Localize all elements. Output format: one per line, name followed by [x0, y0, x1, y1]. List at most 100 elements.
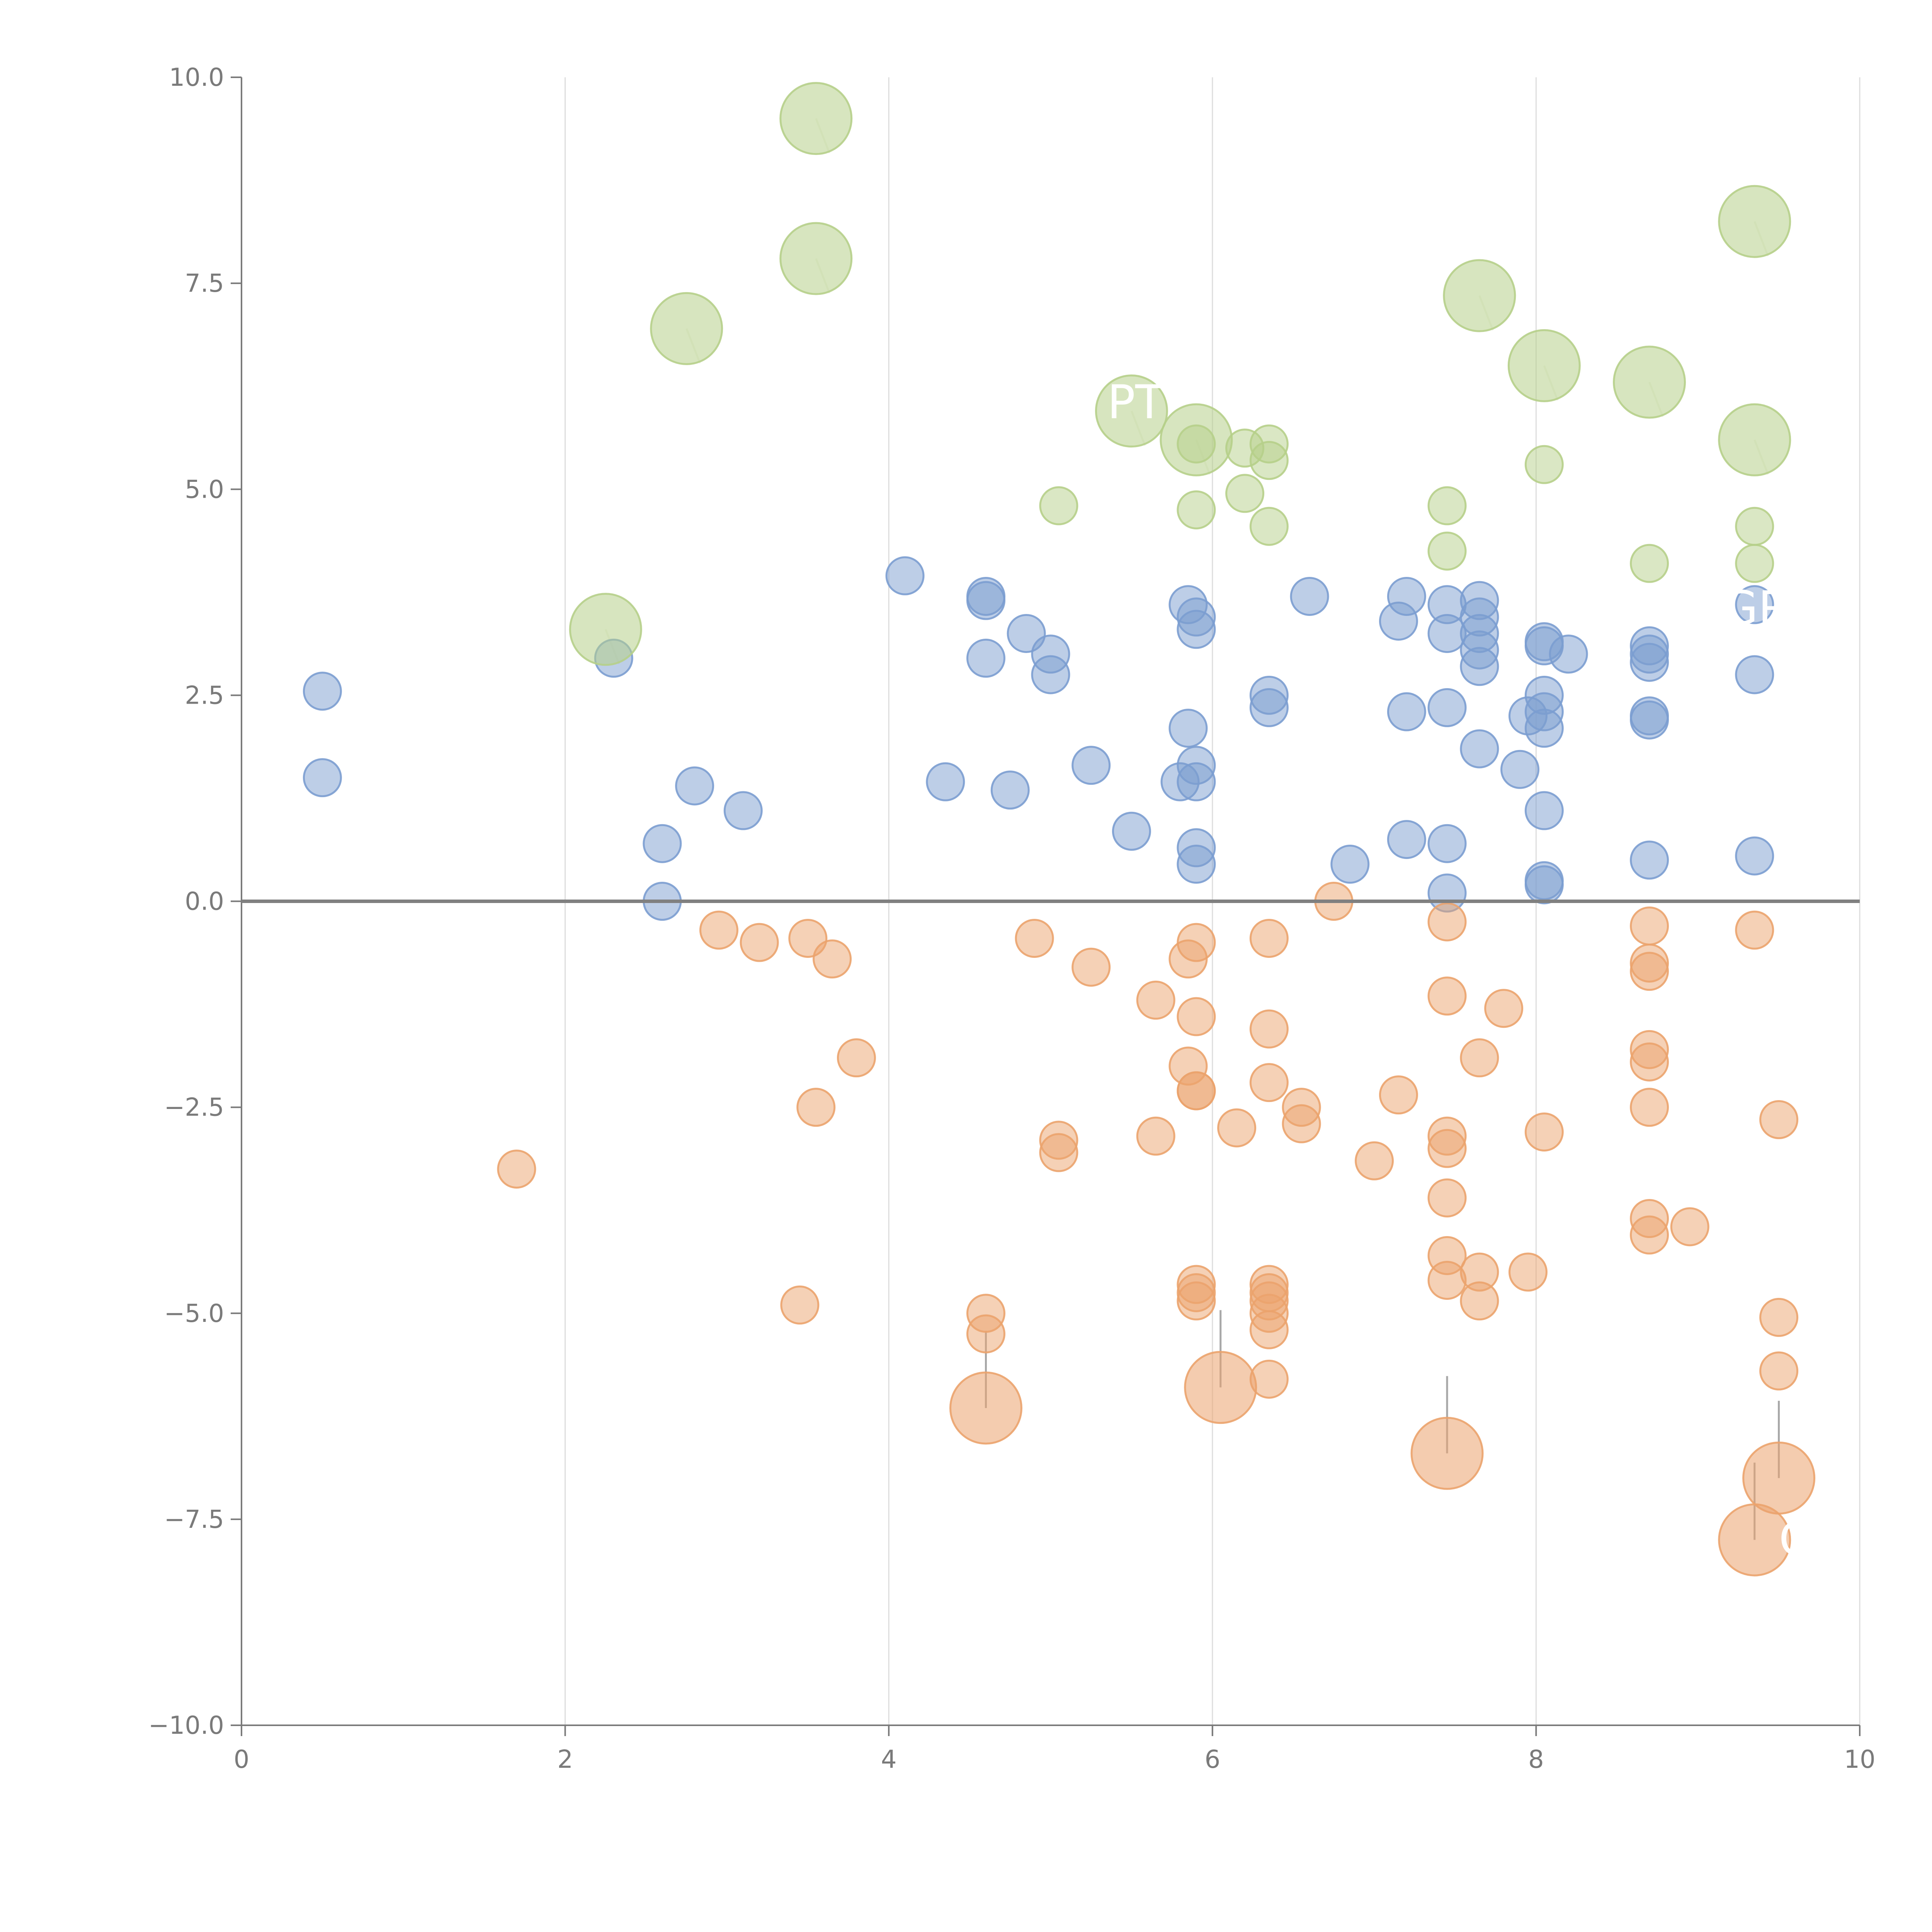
point-green — [1177, 490, 1216, 530]
point-orange — [780, 1285, 820, 1325]
point-blue — [1500, 750, 1540, 789]
point-blue — [1387, 820, 1426, 859]
point-orange — [1249, 1310, 1289, 1349]
point-large-green — [1718, 403, 1791, 476]
point-blue — [1168, 709, 1208, 748]
point-orange — [1460, 1281, 1499, 1321]
point-blue — [1330, 845, 1370, 884]
point-orange — [1759, 1351, 1799, 1391]
point-orange — [1249, 1009, 1289, 1049]
point-orange — [1630, 1215, 1669, 1255]
point-green — [1225, 474, 1265, 513]
point-orange — [1177, 997, 1216, 1036]
point-blue — [926, 762, 965, 801]
data-points — [303, 82, 1816, 1577]
annotation-label: C — [1779, 1513, 1811, 1566]
y-tick-label: 2.5 — [185, 681, 224, 710]
point-orange — [1071, 947, 1111, 987]
point-blue — [723, 791, 763, 830]
y-tick-label: 10.0 — [169, 63, 224, 92]
y-tick-label: 0.0 — [185, 888, 224, 916]
point-blue — [1177, 845, 1216, 884]
x-tick-label: 8 — [1528, 1745, 1544, 1774]
point-blue — [1524, 865, 1564, 905]
point-orange — [796, 1088, 836, 1127]
point-orange — [1177, 1071, 1216, 1111]
annotation-labels: PT GR C — [1107, 376, 1811, 1566]
point-orange — [740, 923, 779, 962]
point-blue — [643, 824, 682, 863]
point-orange — [1630, 952, 1669, 991]
point-large-orange — [1742, 1441, 1816, 1515]
point-orange — [1630, 1042, 1669, 1082]
point-orange — [1136, 980, 1175, 1020]
point-orange — [1136, 1116, 1175, 1156]
point-green — [1524, 445, 1564, 484]
point-orange — [1630, 906, 1669, 946]
point-green — [1735, 544, 1774, 583]
point-orange — [1217, 1108, 1257, 1148]
point-green — [1039, 486, 1078, 526]
point-blue — [1427, 688, 1467, 727]
point-blue — [1549, 634, 1588, 674]
point-orange — [1759, 1298, 1799, 1337]
point-large-orange — [949, 1371, 1022, 1445]
tick-labels: 0 2 4 6 8 10 10.0 7.5 5.0 2.5 0.0 −2.5 −5.0 −7.5 −10.0 — [148, 63, 1876, 1774]
point-large-green — [1160, 403, 1233, 476]
point-blue — [1630, 643, 1669, 682]
point-blue — [1387, 577, 1426, 616]
point-orange — [1427, 1129, 1467, 1168]
point-blue — [675, 766, 714, 806]
point-green — [1630, 544, 1669, 583]
y-tick-label: −7.5 — [164, 1505, 224, 1534]
point-orange — [1249, 1063, 1289, 1102]
point-blue — [1735, 836, 1774, 876]
point-large-green — [1613, 345, 1686, 419]
point-large-green — [1507, 329, 1581, 402]
point-blue — [303, 672, 342, 711]
point-large-green — [1718, 185, 1791, 258]
point-orange — [1039, 1133, 1078, 1172]
point-blue — [1177, 610, 1216, 649]
point-large-orange — [1718, 1503, 1791, 1577]
point-orange — [1427, 1178, 1467, 1218]
x-tick-label: 10 — [1844, 1745, 1875, 1774]
point-blue — [990, 770, 1030, 810]
point-large-orange — [1410, 1417, 1484, 1490]
point-large-green — [1095, 374, 1168, 448]
point-blue — [303, 758, 342, 798]
point-orange — [1427, 902, 1467, 942]
point-green — [1249, 441, 1289, 480]
point-orange — [837, 1038, 876, 1078]
point-orange — [1355, 1141, 1394, 1180]
point-blue — [1524, 709, 1564, 748]
point-green — [1427, 486, 1467, 526]
point-blue — [1630, 840, 1669, 880]
point-orange — [1524, 1112, 1564, 1152]
point-orange — [1427, 976, 1467, 1016]
x-tick-label: 0 — [234, 1745, 250, 1774]
point-blue — [966, 638, 1005, 678]
point-large-green — [650, 292, 723, 365]
point-orange — [1015, 918, 1054, 958]
point-blue — [1524, 791, 1564, 830]
point-orange — [966, 1314, 1005, 1354]
point-orange — [1427, 1260, 1467, 1300]
point-large-green — [569, 593, 642, 666]
point-orange — [1759, 1100, 1799, 1139]
point-orange — [699, 910, 738, 950]
point-blue — [1735, 655, 1774, 694]
point-orange — [1177, 1281, 1216, 1321]
point-blue — [1071, 746, 1111, 785]
point-orange — [1508, 1252, 1548, 1292]
point-orange — [813, 939, 852, 979]
point-orange — [1735, 910, 1774, 950]
point-orange — [1670, 1207, 1709, 1247]
y-tick-label: −5.0 — [164, 1299, 224, 1328]
point-large-green — [1443, 259, 1516, 332]
point-orange — [1630, 1088, 1669, 1127]
point-green — [1735, 507, 1774, 546]
point-large-green — [779, 222, 853, 295]
point-blue — [1290, 577, 1329, 616]
